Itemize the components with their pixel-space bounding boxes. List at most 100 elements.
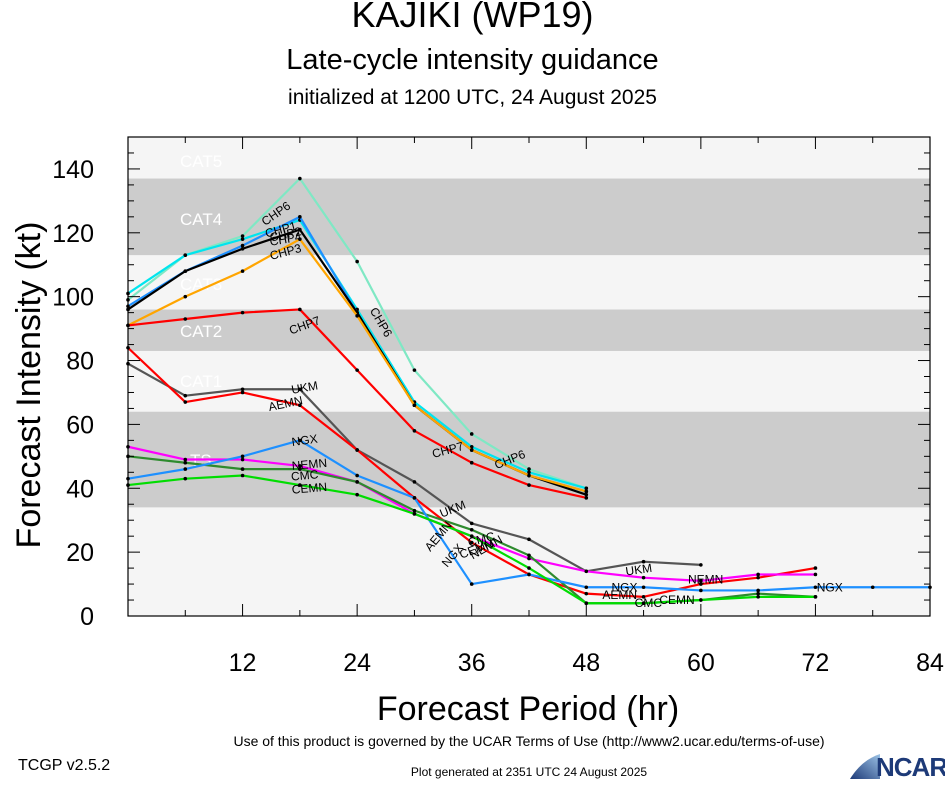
data-point-chp1 xyxy=(183,253,188,257)
data-point-ngx xyxy=(298,438,302,443)
band-cat2 xyxy=(128,309,930,351)
data-point-chp7 xyxy=(298,307,302,312)
data-point-chp3 xyxy=(412,403,417,408)
series-label-chp4: CHP4 xyxy=(269,229,303,248)
series-label-chp2: CHP2 xyxy=(268,224,303,244)
data-point-ngx xyxy=(641,585,646,590)
data-point-cmc xyxy=(240,467,245,471)
series-label-ukm: UKM xyxy=(625,561,653,579)
data-point-chp6 xyxy=(355,259,359,264)
data-point-aemn xyxy=(584,591,589,596)
data-point-ukm xyxy=(240,387,245,392)
data-point-chp4 xyxy=(240,246,245,251)
x-tick-label: 84 xyxy=(916,649,944,677)
series-label-cmc: CMC xyxy=(635,596,663,610)
data-point-ukm xyxy=(298,387,302,392)
data-point-chp3 xyxy=(527,473,531,478)
data-point-ngx xyxy=(355,473,359,478)
data-point-cemn xyxy=(813,595,818,599)
series-label-ngx: NGX xyxy=(611,580,637,594)
data-point-nemn xyxy=(756,572,760,577)
data-point-ngx xyxy=(527,572,531,577)
series-label-cmc: CMC xyxy=(290,467,319,483)
data-point-chp2 xyxy=(240,243,245,248)
data-point-ukm xyxy=(641,559,646,564)
data-point-ukm xyxy=(699,563,703,567)
y-tick-label: 140 xyxy=(52,156,94,184)
x-tick-label: 36 xyxy=(458,649,486,677)
data-point-aemn xyxy=(298,403,302,408)
category-bands xyxy=(128,137,930,616)
data-point-chp6 xyxy=(298,176,302,181)
data-point-chp7 xyxy=(355,368,359,372)
data-point-chp6 xyxy=(240,234,245,238)
data-point-cmc xyxy=(469,527,474,532)
chart-subtitle: Late-cycle intensity guidance xyxy=(286,44,659,76)
data-point-cmc xyxy=(527,553,531,558)
series-label-cemn: CEMN xyxy=(291,480,327,497)
data-point-chp4 xyxy=(298,227,302,232)
y-tick-label: 20 xyxy=(66,539,94,567)
data-point-chp3 xyxy=(183,294,188,299)
data-point-cemn xyxy=(298,483,302,487)
data-point-chp7 xyxy=(584,496,589,500)
y-axis-label: Forecast Intensity (kt) xyxy=(10,222,48,549)
band-cat3 xyxy=(128,255,930,310)
data-point-chp3 xyxy=(240,269,245,273)
series-label-nemn: NEMN xyxy=(291,456,327,473)
data-point-cemn xyxy=(355,492,359,497)
data-point-chp4 xyxy=(183,269,188,273)
data-point-cemn xyxy=(584,601,589,606)
series-label-ukm: UKM xyxy=(290,378,319,396)
data-point-cmc xyxy=(183,460,188,465)
series-label-cmc: CMC xyxy=(466,529,496,550)
data-point-nemn xyxy=(699,579,703,583)
data-point-ukm xyxy=(183,393,188,398)
y-tick-label: 60 xyxy=(66,411,94,439)
data-point-chp6 xyxy=(469,432,474,436)
x-axis-label: Forecast Period (hr) xyxy=(377,690,679,728)
data-point-ngx xyxy=(756,588,760,593)
data-point-chp7 xyxy=(412,428,417,433)
data-point-ukm xyxy=(469,521,474,526)
data-point-cmc xyxy=(298,467,302,471)
data-point-chp2 xyxy=(298,215,302,219)
band-cat1 xyxy=(128,350,930,412)
data-point-chp1 xyxy=(527,470,531,475)
data-point-chp3 xyxy=(584,489,589,494)
data-point-cemn xyxy=(412,512,417,516)
data-point-chp7 xyxy=(469,460,474,465)
data-point-aemn xyxy=(469,540,474,545)
series-label-nemn: NEMN xyxy=(688,572,723,586)
data-point-ngx xyxy=(699,588,703,593)
series-label-ngx: NGX xyxy=(817,580,843,594)
chart-title: KAJIKI (WP19) xyxy=(351,0,594,35)
ncar-logo-text: NCAR xyxy=(876,752,945,782)
x-tick-label: 60 xyxy=(687,649,715,677)
data-point-ngx xyxy=(240,454,245,459)
data-point-aemn xyxy=(756,575,760,580)
band-below-ts xyxy=(128,507,930,616)
data-point-cemn xyxy=(641,601,646,606)
data-point-chp1 xyxy=(240,237,245,241)
data-point-chp7 xyxy=(240,310,245,315)
data-point-chp7 xyxy=(183,317,188,321)
data-point-cmc xyxy=(355,480,359,484)
y-tick-label: 0 xyxy=(80,603,94,631)
x-tick-label: 48 xyxy=(572,649,600,677)
category-label-cat1: CAT1 xyxy=(180,372,222,391)
axes xyxy=(127,136,931,617)
data-point-cemn xyxy=(527,566,531,570)
data-point-chp1 xyxy=(469,444,474,449)
data-point-chp4 xyxy=(584,492,589,497)
data-point-nemn xyxy=(240,457,245,462)
series-label-ngx: NGX xyxy=(291,432,319,449)
version-text: TCGP v2.5.2 xyxy=(18,757,111,774)
data-point-ngx xyxy=(183,467,188,471)
y-tick-label: 80 xyxy=(66,348,94,376)
data-point-nemn xyxy=(813,572,818,577)
data-point-chp3 xyxy=(469,448,474,452)
band-cat5 xyxy=(128,137,930,179)
y-tick-label: 120 xyxy=(52,220,94,248)
data-point-chp3 xyxy=(298,237,302,241)
